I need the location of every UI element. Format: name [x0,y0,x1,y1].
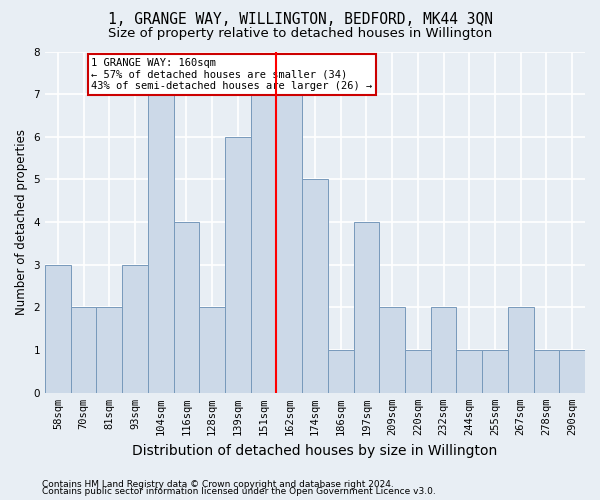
Text: 1 GRANGE WAY: 160sqm
← 57% of detached houses are smaller (34)
43% of semi-detac: 1 GRANGE WAY: 160sqm ← 57% of detached h… [91,58,373,91]
Bar [97,308,122,393]
Y-axis label: Number of detached properties: Number of detached properties [15,129,28,315]
Bar [405,350,431,393]
Bar [251,94,277,393]
Bar [148,94,173,393]
Bar [559,350,585,393]
Text: Size of property relative to detached houses in Willington: Size of property relative to detached ho… [108,28,492,40]
Bar [353,222,379,393]
Bar [225,137,251,393]
Bar [328,350,353,393]
Bar [533,350,559,393]
Bar [457,350,482,393]
Bar [277,94,302,393]
Bar [199,308,225,393]
Bar [508,308,533,393]
Bar [302,180,328,393]
Bar [431,308,457,393]
Bar [45,265,71,393]
Text: 1, GRANGE WAY, WILLINGTON, BEDFORD, MK44 3QN: 1, GRANGE WAY, WILLINGTON, BEDFORD, MK44… [107,12,493,28]
Bar [122,265,148,393]
Bar [71,308,97,393]
Bar [173,222,199,393]
X-axis label: Distribution of detached houses by size in Willington: Distribution of detached houses by size … [133,444,497,458]
Text: Contains HM Land Registry data © Crown copyright and database right 2024.: Contains HM Land Registry data © Crown c… [42,480,394,489]
Bar [379,308,405,393]
Text: Contains public sector information licensed under the Open Government Licence v3: Contains public sector information licen… [42,488,436,496]
Bar [482,350,508,393]
